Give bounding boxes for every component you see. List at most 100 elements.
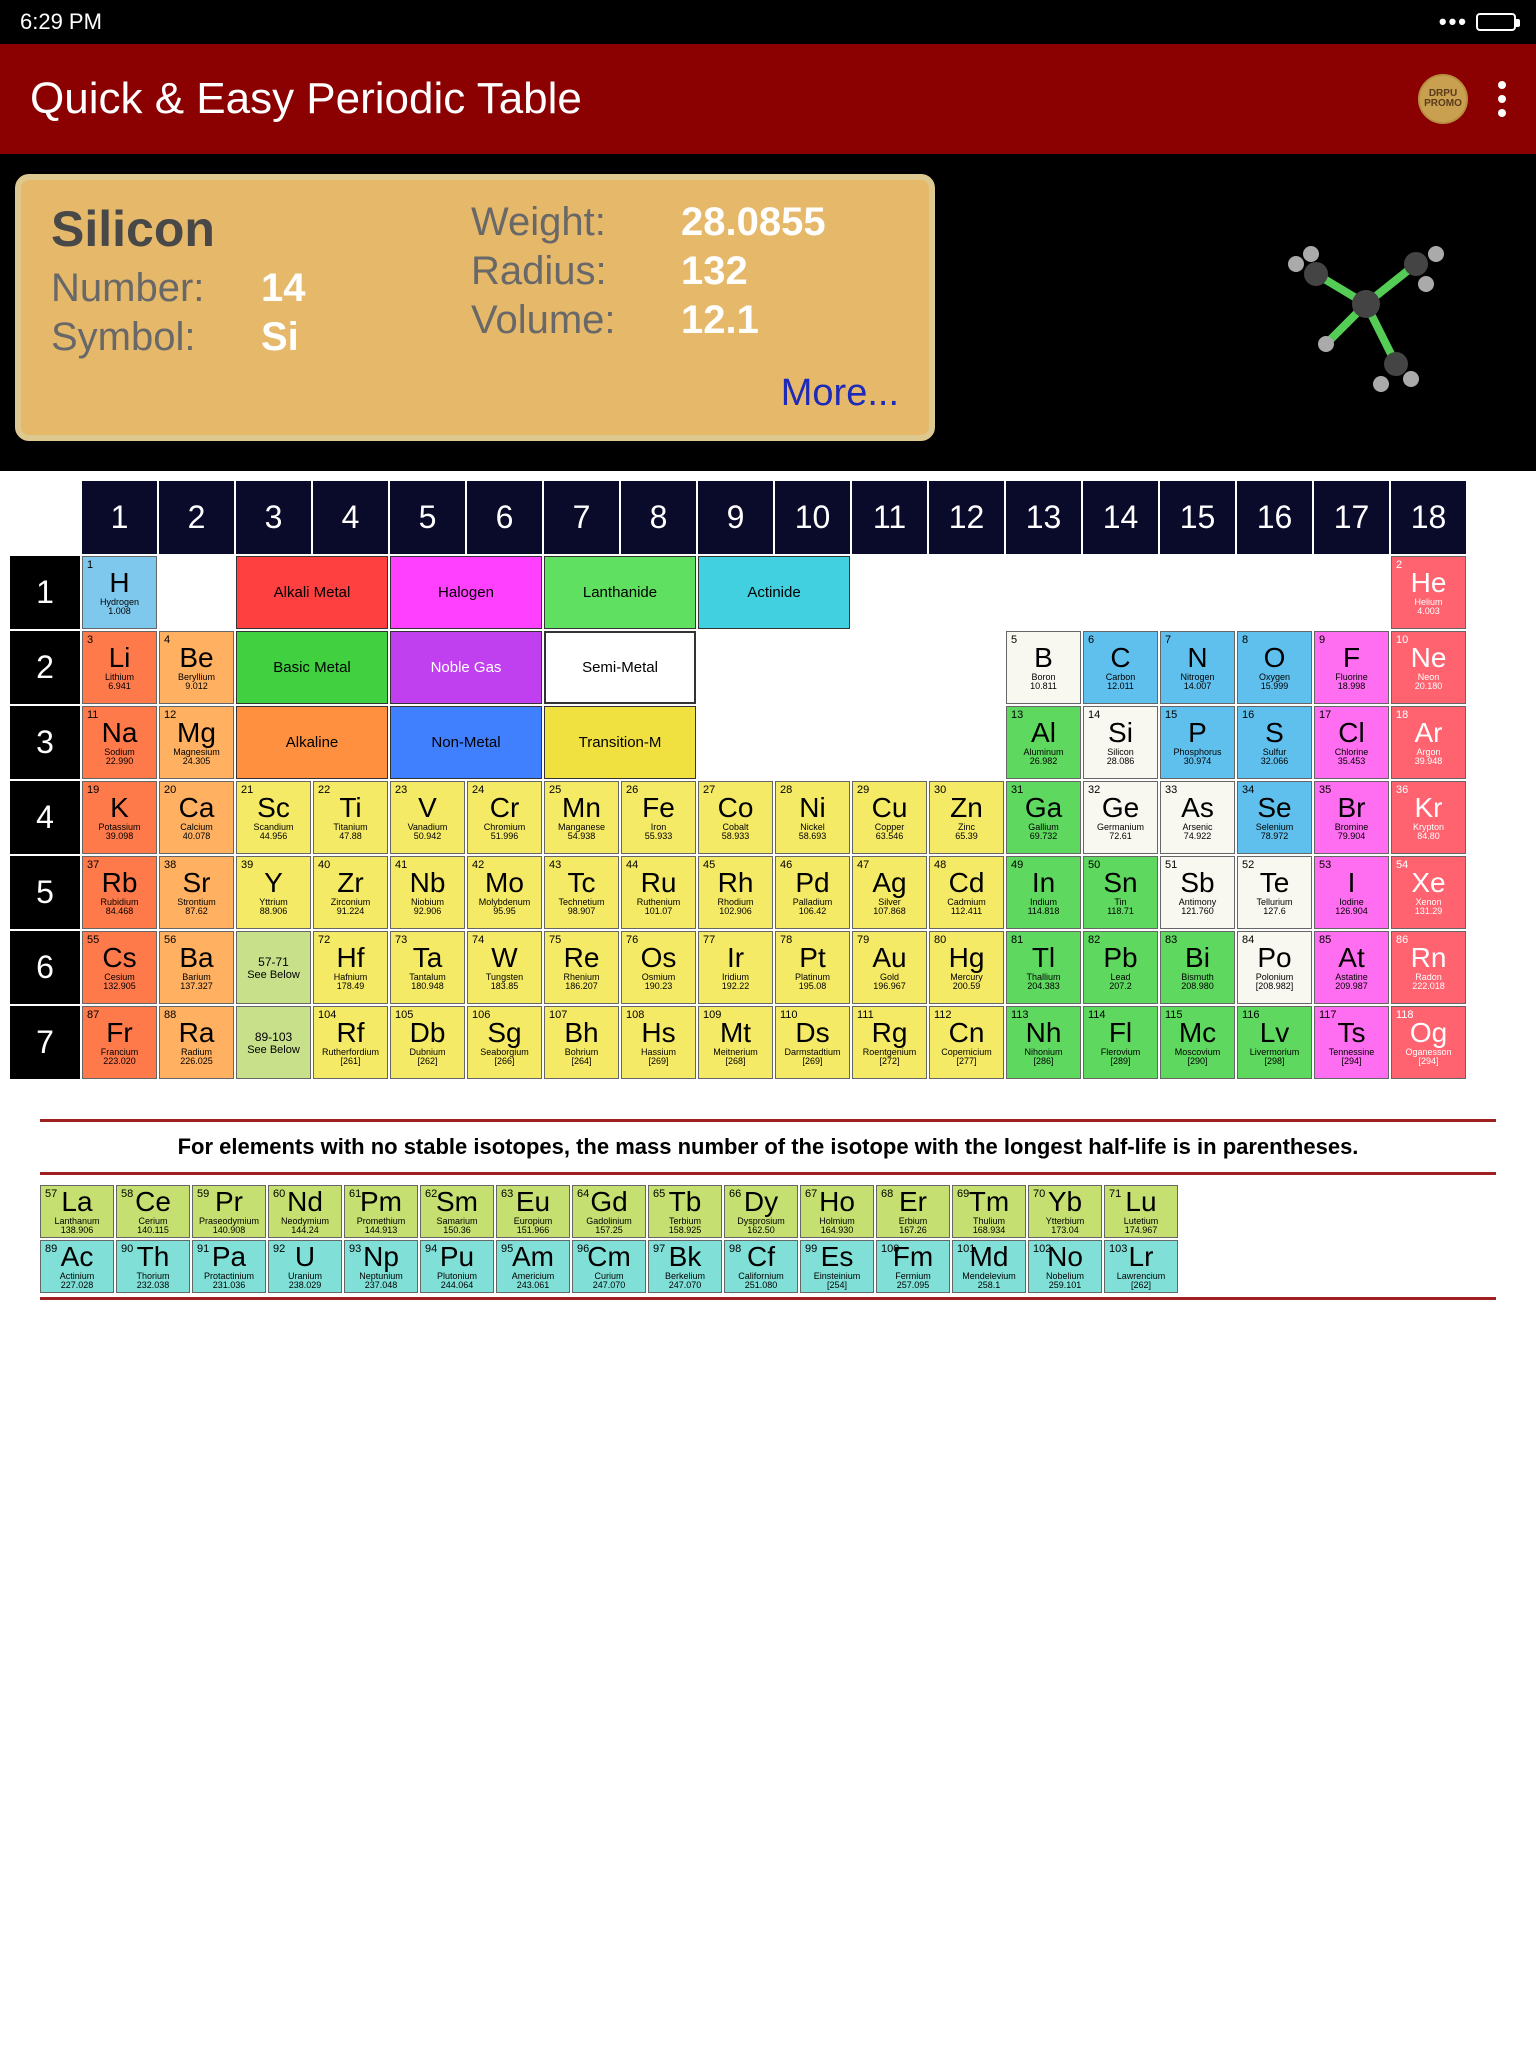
element-Fm[interactable]: 100FmFermium257.095 <box>876 1240 950 1293</box>
element-Mo[interactable]: 42MoMolybdenum95.95 <box>467 856 542 929</box>
element-Al[interactable]: 13AlAluminum26.982 <box>1006 706 1081 779</box>
element-Db[interactable]: 105DbDubnium[262] <box>390 1006 465 1079</box>
legend-noble[interactable]: Noble Gas <box>390 631 542 704</box>
element-Bi[interactable]: 83BiBismuth208.980 <box>1160 931 1235 1004</box>
element-Pr[interactable]: 59PrPraseodymium140.908 <box>192 1185 266 1238</box>
element-Cd[interactable]: 48CdCadmium112.411 <box>929 856 1004 929</box>
element-La[interactable]: 57LaLanthanum138.906 <box>40 1185 114 1238</box>
element-Ac[interactable]: 89AcActinium227.028 <box>40 1240 114 1293</box>
element-Cn[interactable]: 112CnCopernicium[277] <box>929 1006 1004 1079</box>
element-F[interactable]: 9FFluorine18.998 <box>1314 631 1389 704</box>
element-Na[interactable]: 11NaSodium22.990 <box>82 706 157 779</box>
element-H[interactable]: 1HHydrogen1.008 <box>82 556 157 629</box>
element-Pu[interactable]: 94PuPlutonium244.064 <box>420 1240 494 1293</box>
element-Xe[interactable]: 54XeXenon131.29 <box>1391 856 1466 929</box>
legend-alkaline[interactable]: Alkaline <box>236 706 388 779</box>
element-Ra[interactable]: 88RaRadium226.025 <box>159 1006 234 1079</box>
element-Tb[interactable]: 65TbTerbium158.925 <box>648 1185 722 1238</box>
element-I[interactable]: 53IIodine126.904 <box>1314 856 1389 929</box>
element-Eu[interactable]: 63EuEuropium151.966 <box>496 1185 570 1238</box>
element-Tc[interactable]: 43TcTechnetium98.907 <box>544 856 619 929</box>
legend-semi[interactable]: Semi-Metal <box>544 631 696 704</box>
element-Ru[interactable]: 44RuRuthenium101.07 <box>621 856 696 929</box>
element-Zn[interactable]: 30ZnZinc65.39 <box>929 781 1004 854</box>
element-Fr[interactable]: 87FrFrancium223.020 <box>82 1006 157 1079</box>
element-Am[interactable]: 95AmAmericium243.061 <box>496 1240 570 1293</box>
element-He[interactable]: 2HeHelium4.003 <box>1391 556 1466 629</box>
element-Cr[interactable]: 24CrChromium51.996 <box>467 781 542 854</box>
element-N[interactable]: 7NNitrogen14.007 <box>1160 631 1235 704</box>
element-Bk[interactable]: 97BkBerkelium247.070 <box>648 1240 722 1293</box>
legend-halogen[interactable]: Halogen <box>390 556 542 629</box>
element-Np[interactable]: 93NpNeptunium237.048 <box>344 1240 418 1293</box>
element-As[interactable]: 33AsArsenic74.922 <box>1160 781 1235 854</box>
element-Br[interactable]: 35BrBromine79.904 <box>1314 781 1389 854</box>
element-Cs[interactable]: 55CsCesium132.905 <box>82 931 157 1004</box>
element-Pt[interactable]: 78PtPlatinum195.08 <box>775 931 850 1004</box>
element-At[interactable]: 85AtAstatine209.987 <box>1314 931 1389 1004</box>
element-Pa[interactable]: 91PaProtactinium231.036 <box>192 1240 266 1293</box>
element-O[interactable]: 8OOxygen15.999 <box>1237 631 1312 704</box>
element-Ds[interactable]: 110DsDarmstadtium[269] <box>775 1006 850 1079</box>
element-Sn[interactable]: 50SnTin118.71 <box>1083 856 1158 929</box>
element-Cf[interactable]: 98CfCalifornium251.080 <box>724 1240 798 1293</box>
element-Th[interactable]: 90ThThorium232.038 <box>116 1240 190 1293</box>
element-Mt[interactable]: 109MtMeitnerium[268] <box>698 1006 773 1079</box>
element-Ar[interactable]: 18ArArgon39.948 <box>1391 706 1466 779</box>
element-B[interactable]: 5BBoron10.811 <box>1006 631 1081 704</box>
element-Bh[interactable]: 107BhBohrium[264] <box>544 1006 619 1079</box>
element-Pd[interactable]: 46PdPalladium106.42 <box>775 856 850 929</box>
element-Ag[interactable]: 47AgSilver107.868 <box>852 856 927 929</box>
element-Fe[interactable]: 26FeIron55.933 <box>621 781 696 854</box>
menu-overflow-icon[interactable] <box>1498 81 1506 117</box>
element-Rg[interactable]: 111RgRoentgenium[272] <box>852 1006 927 1079</box>
element-Sg[interactable]: 106SgSeaborgium[266] <box>467 1006 542 1079</box>
element-Nb[interactable]: 41NbNiobium92.906 <box>390 856 465 929</box>
element-Rn[interactable]: 86RnRadon222.018 <box>1391 931 1466 1004</box>
element-Mc[interactable]: 115McMoscovium[290] <box>1160 1006 1235 1079</box>
element-Og[interactable]: 118OgOganesson[294] <box>1391 1006 1466 1079</box>
element-Yb[interactable]: 70YbYtterbium173.04 <box>1028 1185 1102 1238</box>
element-Cl[interactable]: 17ClChlorine35.453 <box>1314 706 1389 779</box>
element-Ti[interactable]: 22TiTitanium47.88 <box>313 781 388 854</box>
element-Au[interactable]: 79AuGold196.967 <box>852 931 927 1004</box>
element-Se[interactable]: 34SeSelenium78.972 <box>1237 781 1312 854</box>
element-Ca[interactable]: 20CaCalcium40.078 <box>159 781 234 854</box>
element-Er[interactable]: 68ErErbium167.26 <box>876 1185 950 1238</box>
element-In[interactable]: 49InIndium114.818 <box>1006 856 1081 929</box>
legend-basic[interactable]: Basic Metal <box>236 631 388 704</box>
element-Sr[interactable]: 38SrStrontium87.62 <box>159 856 234 929</box>
element-Lu[interactable]: 71LuLutetium174.967 <box>1104 1185 1178 1238</box>
more-link[interactable]: More... <box>51 372 899 415</box>
element-Ga[interactable]: 31GaGallium69.732 <box>1006 781 1081 854</box>
element-V[interactable]: 23VVanadium50.942 <box>390 781 465 854</box>
element-Hf[interactable]: 72HfHafnium178.49 <box>313 931 388 1004</box>
element-Gd[interactable]: 64GdGadolinium157.25 <box>572 1185 646 1238</box>
legend-act[interactable]: Actinide <box>698 556 850 629</box>
element-Ts[interactable]: 117TsTennessine[294] <box>1314 1006 1389 1079</box>
element-Li[interactable]: 3LiLithium6.941 <box>82 631 157 704</box>
legend-lanth[interactable]: Lanthanide <box>544 556 696 629</box>
element-Nh[interactable]: 113NhNihonium[286] <box>1006 1006 1081 1079</box>
element-Kr[interactable]: 36KrKrypton84.80 <box>1391 781 1466 854</box>
element-Co[interactable]: 27CoCobalt58.933 <box>698 781 773 854</box>
element-Ba[interactable]: 56BaBarium137.327 <box>159 931 234 1004</box>
element-Fl[interactable]: 114FlFlerovium[289] <box>1083 1006 1158 1079</box>
legend-alkali[interactable]: Alkali Metal <box>236 556 388 629</box>
element-Ce[interactable]: 58CeCerium140.115 <box>116 1185 190 1238</box>
element-Sm[interactable]: 62SmSamarium150.36 <box>420 1185 494 1238</box>
legend-trans[interactable]: Transition-M <box>544 706 696 779</box>
element-Hg[interactable]: 80HgMercury200.59 <box>929 931 1004 1004</box>
element-No[interactable]: 102NoNobelium259.101 <box>1028 1240 1102 1293</box>
element-Tm[interactable]: 69TmThulium168.934 <box>952 1185 1026 1238</box>
element-Sc[interactable]: 21ScScandium44.956 <box>236 781 311 854</box>
element-Ni[interactable]: 28NiNickel58.693 <box>775 781 850 854</box>
element-Zr[interactable]: 40ZrZirconium91.224 <box>313 856 388 929</box>
element-Rh[interactable]: 45RhRhodium102.906 <box>698 856 773 929</box>
element-Si[interactable]: 14SiSilicon28.086 <box>1083 706 1158 779</box>
element-Ge[interactable]: 32GeGermanium72.61 <box>1083 781 1158 854</box>
element-W[interactable]: 74WTungsten183.85 <box>467 931 542 1004</box>
element-Y[interactable]: 39YYttrium88.906 <box>236 856 311 929</box>
element-Pm[interactable]: 61PmPromethium144.913 <box>344 1185 418 1238</box>
element-Te[interactable]: 52TeTellurium127.6 <box>1237 856 1312 929</box>
